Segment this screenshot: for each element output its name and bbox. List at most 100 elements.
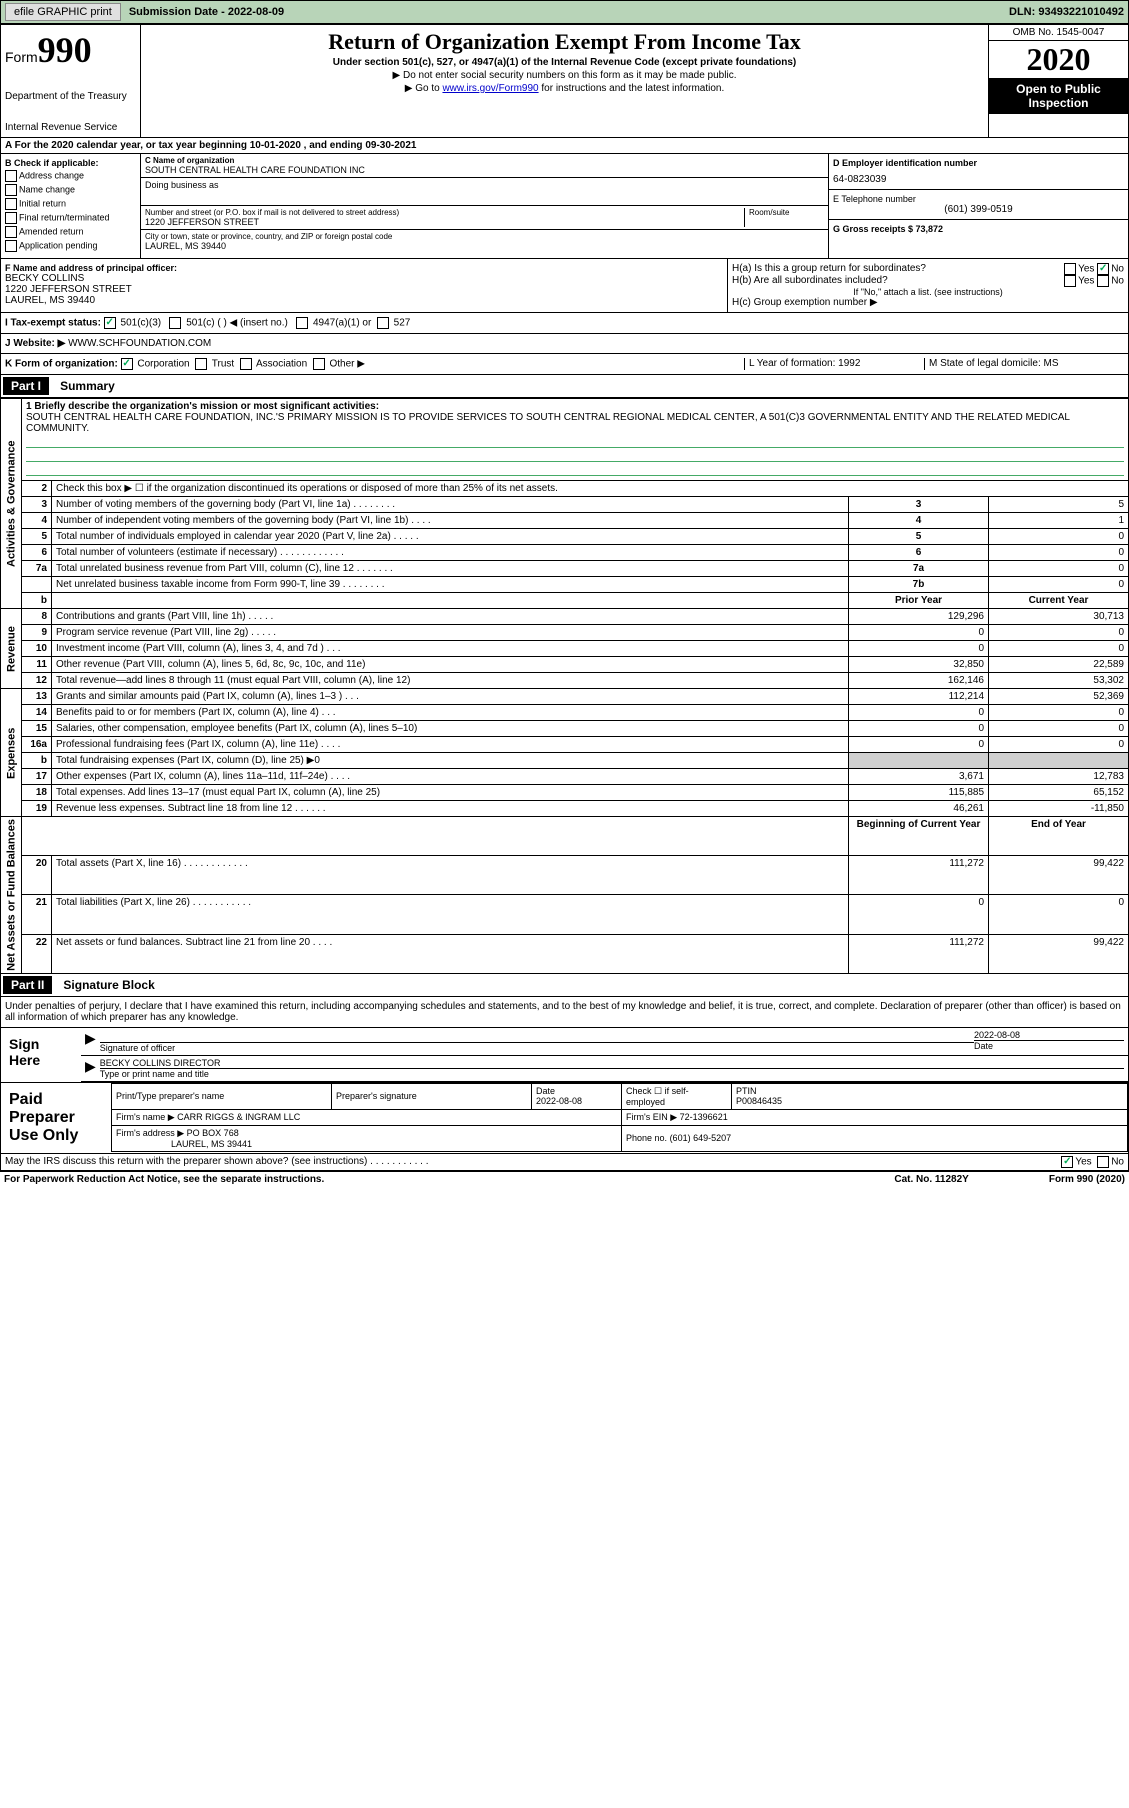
link-note: ▶ Go to www.irs.gov/Form990 for instruct… <box>145 83 984 94</box>
begin-year-header: Beginning of Current Year <box>849 817 989 856</box>
discuss-yes[interactable] <box>1061 1156 1073 1168</box>
prep-date: Date2022-08-08 <box>532 1083 622 1109</box>
part2-header: Part II Signature Block <box>0 974 1129 997</box>
officer-group-row: F Name and address of principal officer:… <box>0 259 1129 313</box>
phone-label: E Telephone number <box>833 194 1124 204</box>
tax-year: 2020 <box>989 41 1128 78</box>
l-year: L Year of formation: 1992 <box>744 358 924 370</box>
self-employed-check[interactable]: Check ☐ if self-employed <box>622 1083 732 1109</box>
k-trust[interactable] <box>195 358 207 370</box>
hb-label: H(b) Are all subordinates included? <box>732 275 888 287</box>
paid-preparer: Paid Preparer Use Only Print/Type prepar… <box>1 1082 1128 1153</box>
period-row: A For the 2020 calendar year, or tax yea… <box>0 138 1129 154</box>
website-label: J Website: ▶ <box>5 338 65 349</box>
form-prefix: Form <box>5 49 38 65</box>
print-name-label: Print/Type preparer's name <box>112 1083 332 1109</box>
form-title-box: Return of Organization Exempt From Incom… <box>141 25 988 137</box>
org-name-label: C Name of organization <box>145 156 824 165</box>
firm-addr1: PO BOX 768 <box>187 1128 239 1138</box>
officer-label: F Name and address of principal officer: <box>5 263 723 273</box>
check-name[interactable]: Name change <box>5 184 136 196</box>
part1-header: Part I Summary <box>0 375 1129 398</box>
dba-label: Doing business as <box>145 180 824 190</box>
ein-label: D Employer identification number <box>833 158 1124 168</box>
city: LAUREL, MS 39440 <box>145 241 824 251</box>
sig-date-label: Date <box>974 1040 1124 1051</box>
ssn-note: ▶ Do not enter social security numbers o… <box>145 70 984 81</box>
part2-label: Part II <box>3 976 52 994</box>
phone: (601) 399-0519 <box>833 204 1124 215</box>
sig-officer-label: Signature of officer <box>100 1042 974 1053</box>
officer-addr1: 1220 JEFFERSON STREET <box>5 284 723 295</box>
tax-501c3[interactable] <box>104 317 116 329</box>
paid-label: Paid Preparer Use Only <box>1 1083 111 1153</box>
cat-no: Cat. No. 11282Y <box>894 1174 968 1185</box>
firm-ein: 72-1396621 <box>680 1112 728 1122</box>
form-header: Form990 Department of the Treasury Inter… <box>0 24 1129 138</box>
officer-addr2: LAUREL, MS 39440 <box>5 295 723 306</box>
arrow-icon: ▶ <box>85 1058 96 1079</box>
officer-name: BECKY COLLINS <box>5 273 723 284</box>
ein: 64-0823039 <box>833 174 1124 185</box>
sign-here-label: Sign Here <box>1 1028 81 1082</box>
side-expenses: Expenses <box>1 689 22 817</box>
current-year-header: Current Year <box>989 593 1129 609</box>
tax-status-row: I Tax-exempt status: 501(c)(3) 501(c) ( … <box>0 313 1129 334</box>
k-label: K Form of organization: <box>5 359 118 370</box>
firm-phone: (601) 649-5207 <box>670 1133 732 1143</box>
tax-527[interactable] <box>377 317 389 329</box>
k-corp[interactable] <box>121 358 133 370</box>
end-year-header: End of Year <box>989 817 1129 856</box>
side-netassets: Net Assets or Fund Balances <box>1 817 22 974</box>
line-b: b <box>22 593 52 609</box>
hc-label: H(c) Group exemption number ▶ <box>732 297 1124 308</box>
discuss-row: May the IRS discuss this return with the… <box>1 1153 1128 1170</box>
side-governance: Activities & Governance <box>1 399 22 609</box>
firm-addr-label: Firm's address ▶ <box>116 1128 184 1138</box>
city-label: City or town, state or province, country… <box>145 232 824 241</box>
dept-treasury: Department of the Treasury <box>5 91 136 102</box>
check-amended[interactable]: Amended return <box>5 226 136 238</box>
ha-yes[interactable] <box>1064 263 1076 275</box>
irs-label: Internal Revenue Service <box>5 122 136 133</box>
col-b-label: B Check if applicable: <box>5 158 136 168</box>
k-other[interactable] <box>313 358 325 370</box>
col-de: D Employer identification number 64-0823… <box>828 154 1128 258</box>
part2-title: Signature Block <box>63 978 154 992</box>
form-number-box: Form990 Department of the Treasury Inter… <box>1 25 141 137</box>
org-name: SOUTH CENTRAL HEALTH CARE FOUNDATION INC <box>145 165 824 175</box>
tax-501c[interactable] <box>169 317 181 329</box>
firm-addr2: LAUREL, MS 39441 <box>171 1139 252 1149</box>
ha-label: H(a) Is this a group return for subordin… <box>732 263 926 275</box>
discuss-no[interactable] <box>1097 1156 1109 1168</box>
prior-year-header: Prior Year <box>849 593 989 609</box>
year-box: OMB No. 1545-0047 2020 Open to Public In… <box>988 25 1128 137</box>
form-title: Return of Organization Exempt From Incom… <box>145 29 984 55</box>
hb-yes[interactable] <box>1064 275 1076 287</box>
summary-table: Activities & Governance 1 Briefly descri… <box>0 398 1129 974</box>
ha-no[interactable] <box>1097 263 1109 275</box>
mission-q: 1 Briefly describe the organization's mi… <box>26 401 1124 412</box>
firm-phone-label: Phone no. <box>626 1133 667 1143</box>
hb-no[interactable] <box>1097 275 1109 287</box>
check-address[interactable]: Address change <box>5 170 136 182</box>
k-assoc[interactable] <box>240 358 252 370</box>
efile-btn[interactable]: efile GRAPHIC print <box>5 3 121 21</box>
tax-4947[interactable] <box>296 317 308 329</box>
signature-block: Under penalties of perjury, I declare th… <box>0 997 1129 1171</box>
irs-link[interactable]: www.irs.gov/Form990 <box>442 83 538 94</box>
sig-declaration: Under penalties of perjury, I declare th… <box>1 997 1128 1028</box>
line2-num: 2 <box>22 481 52 497</box>
check-final[interactable]: Final return/terminated <box>5 212 136 224</box>
part1-label: Part I <box>3 377 49 395</box>
website-url: WWW.SCHFOUNDATION.COM <box>68 338 211 349</box>
addr: 1220 JEFFERSON STREET <box>145 217 744 227</box>
tax-label: I Tax-exempt status: <box>5 318 101 329</box>
main-info: B Check if applicable: Address change Na… <box>0 154 1129 259</box>
omb-number: OMB No. 1545-0047 <box>989 25 1128 41</box>
check-initial[interactable]: Initial return <box>5 198 136 210</box>
hb-note: If "No," attach a list. (see instruction… <box>732 287 1124 297</box>
m-state: M State of legal domicile: MS <box>924 358 1124 370</box>
check-pending[interactable]: Application pending <box>5 240 136 252</box>
firm-name: CARR RIGGS & INGRAM LLC <box>177 1112 300 1122</box>
